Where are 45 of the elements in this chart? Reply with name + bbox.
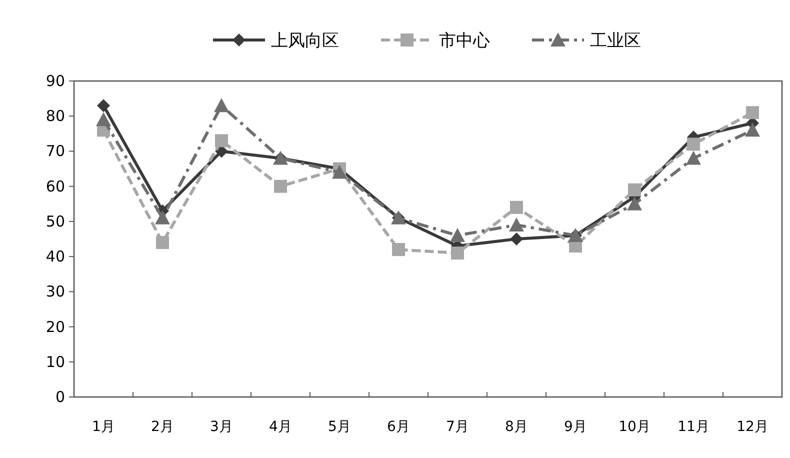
y-tick-label: 10 xyxy=(46,352,65,371)
point xyxy=(392,243,405,256)
point xyxy=(155,210,170,224)
x-tick-label: 7月 xyxy=(446,419,469,435)
point xyxy=(510,232,523,246)
point xyxy=(745,122,760,137)
point xyxy=(686,150,701,165)
y-tick-label: 80 xyxy=(46,107,65,126)
y-tick-label: 30 xyxy=(46,282,65,301)
x-tick-label: 10月 xyxy=(618,419,650,435)
x-tick-label: 12月 xyxy=(736,419,768,435)
point xyxy=(96,112,111,126)
x-tick-label: 6月 xyxy=(387,419,410,435)
x-tick-label: 1月 xyxy=(92,419,115,435)
point xyxy=(627,196,642,210)
x-tick-label: 5月 xyxy=(328,419,351,435)
x-tick-label: 2月 xyxy=(151,419,174,435)
point xyxy=(156,236,169,250)
point xyxy=(628,183,641,196)
y-tick-label: 50 xyxy=(46,212,65,230)
x-tick-label: 4月 xyxy=(269,419,292,435)
point xyxy=(509,217,524,232)
point xyxy=(450,228,465,242)
point xyxy=(274,180,287,193)
legend-label: 市中心 xyxy=(439,31,490,51)
point xyxy=(510,200,523,214)
y-tick-label: 20 xyxy=(46,318,65,336)
x-tick-label: 3月 xyxy=(210,419,233,435)
point xyxy=(451,246,464,260)
legend-label: 工业区 xyxy=(590,31,641,51)
y-tick-label: 40 xyxy=(46,248,65,266)
point xyxy=(746,106,759,120)
point xyxy=(97,99,110,112)
point xyxy=(215,134,228,148)
point xyxy=(332,164,347,179)
y-tick-label: 60 xyxy=(46,177,65,196)
x-tick-label: 11月 xyxy=(678,419,710,435)
legend-label: 上风向区 xyxy=(271,31,339,51)
point xyxy=(214,98,229,112)
x-tick-label: 8月 xyxy=(505,419,528,435)
y-tick-label: 0 xyxy=(55,388,65,406)
x-tick-label: 9月 xyxy=(564,419,587,435)
y-tick-label: 70 xyxy=(46,142,65,160)
point xyxy=(687,138,700,151)
y-tick-label: 90 xyxy=(46,72,65,90)
